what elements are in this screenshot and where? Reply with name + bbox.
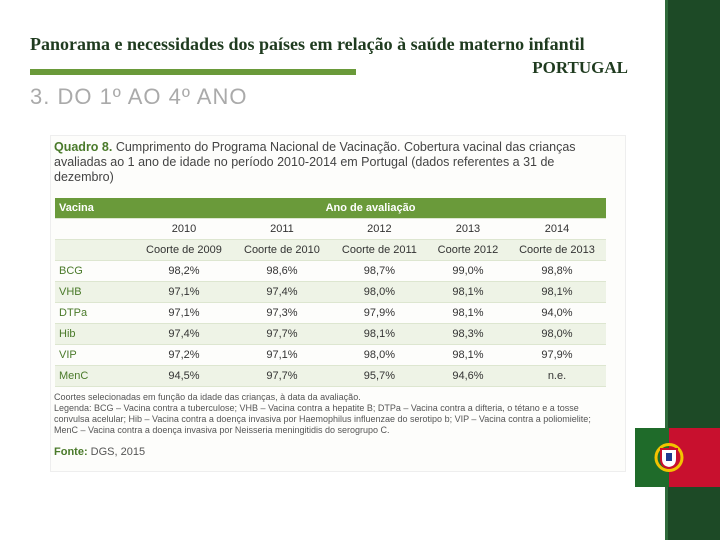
value-cell: 98,1% [330, 323, 428, 345]
vaccine-cell: VIP [55, 344, 135, 366]
value-cell: 97,7% [232, 365, 331, 387]
cohort-cell: Coorte de 2010 [232, 239, 331, 261]
data-row: VIP 97,2% 97,1% 98,0% 98,1% 97,9% [55, 344, 606, 366]
note: Legenda: BCG – Vacina contra a tuberculo… [54, 403, 591, 435]
data-row: BCG 98,2% 98,6% 98,7% 99,0% 98,8% [55, 260, 606, 282]
value-cell: 94,5% [135, 365, 233, 387]
year-cell: 2014 [507, 218, 606, 240]
source-text: DGS, 2015 [90, 446, 146, 458]
vaccine-cell: Hib [55, 323, 135, 345]
value-cell: 98,8% [507, 260, 606, 282]
value-cell: 97,7% [232, 323, 331, 345]
value-cell: 98,2% [135, 260, 233, 282]
cohort-cell: Coorte de 2011 [330, 239, 428, 261]
section-heading: 3. DO 1º AO 4º ANO [30, 84, 248, 109]
value-cell: 98,0% [330, 281, 428, 303]
cohort-cell: Coorte de 2009 [135, 239, 233, 261]
value-cell: 98,1% [507, 281, 606, 303]
value-cell: 94,0% [507, 302, 606, 324]
notes: Coortes selecionadas em função da idade … [54, 392, 614, 436]
value-cell: 97,4% [135, 323, 233, 345]
year-cell: 2011 [232, 218, 331, 240]
value-cell: 97,1% [135, 281, 233, 303]
value-cell: 98,1% [427, 302, 508, 324]
value-cell: 98,7% [330, 260, 428, 282]
value-cell: 98,0% [507, 323, 606, 345]
cohort-row: Coorte de 2009 Coorte de 2010 Coorte de 20… [55, 239, 606, 261]
note: Coortes selecionadas em função da idade … [54, 392, 361, 402]
value-cell: 98,1% [427, 344, 508, 366]
caption-label: Quadro 8. [54, 140, 113, 154]
value-cell: 98,3% [427, 323, 508, 345]
flag [635, 428, 720, 487]
source-label: Fonte: [54, 446, 88, 458]
source: Fonte: DGS, 2015 [54, 446, 145, 458]
value-cell: 97,2% [135, 344, 233, 366]
value-cell: 98,1% [427, 281, 508, 303]
value-cell: 94,6% [427, 365, 508, 387]
header-row: Vacina Ano de avaliação [55, 198, 606, 219]
value-cell: 97,1% [135, 302, 233, 324]
year-cell: 2010 [135, 218, 233, 240]
header-cell: Vacina [55, 198, 135, 219]
cohort-cell: Coorte 2012 [427, 239, 508, 261]
caption: Quadro 8. Cumprimento do Programa Nacion… [54, 140, 614, 185]
header-cell: Ano de avaliação [135, 198, 606, 219]
value-cell: n.e. [507, 365, 606, 387]
cohort-cell: Coorte de 2013 [507, 239, 606, 261]
title-rule [30, 69, 356, 75]
value-cell: 97,9% [330, 302, 428, 324]
empty-cell [55, 218, 135, 240]
data-row: VHB 97,1% 97,4% 98,0% 98,1% 98,1% [55, 281, 606, 303]
empty-cell [55, 239, 135, 261]
value-cell: 95,7% [330, 365, 428, 387]
vaccine-cell: VHB [55, 281, 135, 303]
value-cell: 99,0% [427, 260, 508, 282]
value-cell: 97,1% [232, 344, 331, 366]
year-cell: 2012 [330, 218, 428, 240]
year-row: 2010 2011 2012 2013 2014 [55, 218, 606, 240]
value-cell: 98,0% [330, 344, 428, 366]
vaccine-cell: DTPa [55, 302, 135, 324]
vaccine-cell: BCG [55, 260, 135, 282]
data-row: Hib 97,4% 97,7% 98,1% 98,3% 98,0% [55, 323, 606, 345]
coverage-table: Vacina Ano de avaliação 2010 2011 2012 2013 20… [55, 198, 606, 387]
subtitle: PORTUGAL [532, 58, 628, 77]
vaccine-cell: MenC [55, 365, 135, 387]
value-cell: 98,6% [232, 260, 331, 282]
data-row: MenC 94,5% 97,7% 95,7% 94,6% n.e. [55, 365, 606, 387]
value-cell: 97,3% [232, 302, 331, 324]
caption-text: Cumprimento do Programa Nacional de Vaci… [54, 140, 576, 184]
value-cell: 97,4% [232, 281, 331, 303]
slide-title: Panorama e necessidades dos países em re… [30, 34, 585, 54]
year-cell: 2013 [427, 218, 508, 240]
value-cell: 97,9% [507, 344, 606, 366]
data-row: DTPa 97,1% 97,3% 97,9% 98,1% 94,0% [55, 302, 606, 324]
